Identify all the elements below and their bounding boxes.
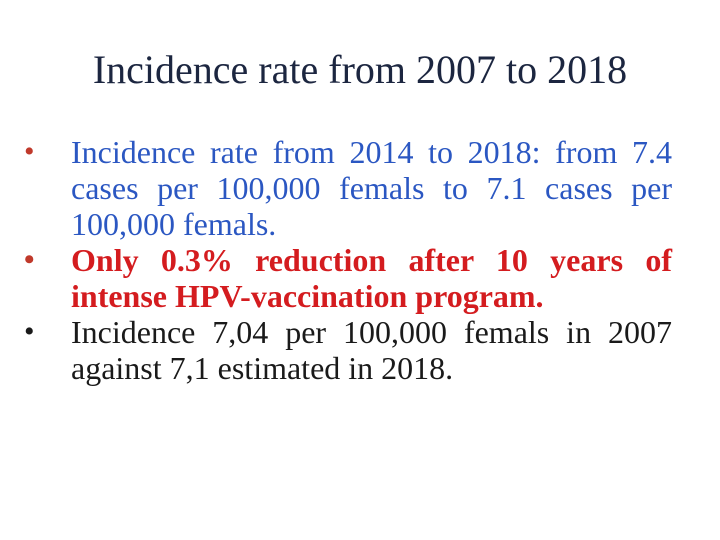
bullet-marker: • — [24, 135, 35, 168]
bullet-text: Incidence 7,04 per 100,000 femals in 200… — [71, 314, 672, 386]
bullet-item-incidence-2014-2018: • Incidence rate from 2014 to 2018: from… — [24, 134, 672, 242]
bullet-item-incidence-2007-vs-2018: • Incidence 7,04 per 100,000 femals in 2… — [24, 314, 672, 386]
bullet-list: • Incidence rate from 2014 to 2018: from… — [24, 134, 672, 386]
bullet-marker: • — [24, 315, 35, 348]
bullet-text: Incidence rate from 2014 to 2018: from 7… — [71, 134, 672, 242]
bullet-item-reduction: • Only 0.3% reduction after 10 years of … — [24, 242, 672, 314]
bullet-marker: • — [24, 243, 35, 276]
slide-title: Incidence rate from 2007 to 2018 — [92, 47, 628, 92]
bullet-text: Only 0.3% reduction after 10 years of in… — [71, 242, 672, 314]
